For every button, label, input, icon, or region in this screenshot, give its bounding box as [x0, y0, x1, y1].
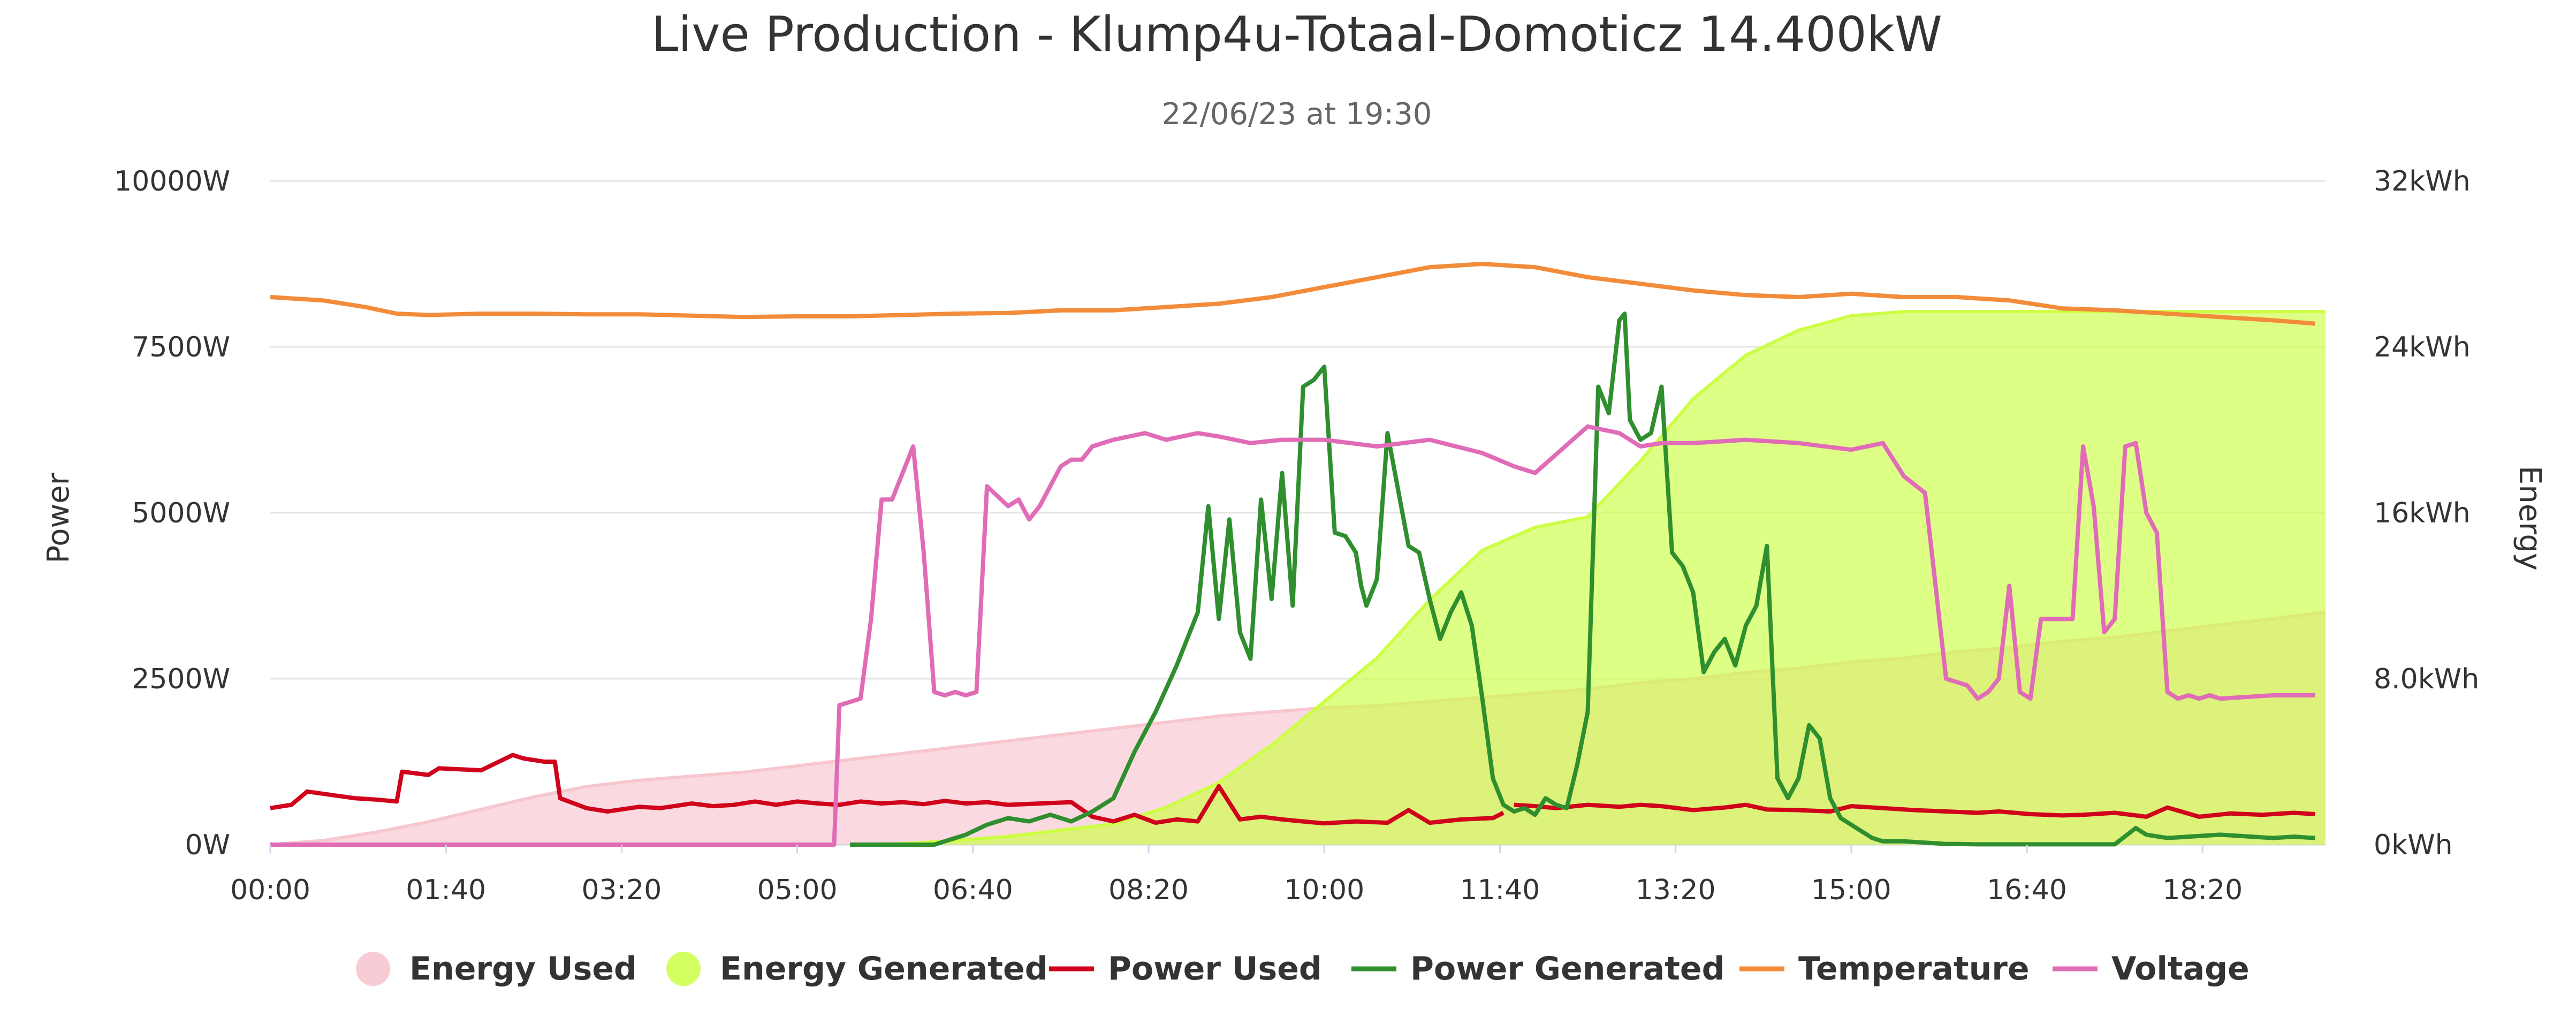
legend: Energy Used Energy Generated Power Used Pow… — [356, 950, 2250, 988]
temperature-line — [270, 262, 2315, 326]
x-tick-label: 11:40 — [1460, 874, 1540, 906]
legend-label: Energy Generated — [720, 950, 1048, 988]
x-axis: 00:00 01:40 03:20 05:00 06:40 08:20 10:00 11:40… — [230, 845, 2243, 906]
legend-item-temperature[interactable]: Temperature — [1739, 950, 2030, 988]
legend-item-energy-used[interactable]: Energy Used — [356, 950, 637, 988]
energy-generated-edge — [850, 310, 2326, 846]
legend-label: Power Generated — [1410, 950, 1725, 988]
legend-item-power-used[interactable]: Power Used — [1049, 950, 1322, 988]
legend-label: Power Used — [1108, 950, 1322, 988]
voltage-line — [270, 424, 2315, 847]
y-left-tick-label: 7500W — [132, 331, 230, 363]
y-left-tick-label: 0W — [185, 829, 231, 861]
energy-generated-area — [850, 312, 2326, 845]
power-used-line — [270, 753, 1504, 826]
y-right-tick-label: 24kWh — [2374, 331, 2471, 363]
x-tick-label: 15:00 — [1811, 874, 1891, 906]
power-generated-line — [850, 312, 2315, 847]
chart-title: Live Production - Klump4u-Totaal-Domotic… — [651, 6, 1942, 63]
y-left-tick-label: 10000W — [114, 165, 230, 198]
y-left-tick-label: 5000W — [132, 497, 230, 529]
legend-item-energy-generated[interactable]: Energy Generated — [666, 950, 1048, 988]
y-right-tick-label: 16kWh — [2374, 497, 2471, 529]
line-series — [270, 262, 2315, 847]
x-tick-label: 08:20 — [1108, 874, 1189, 906]
chart-subtitle: 22/06/23 at 19:30 — [1162, 97, 1432, 132]
x-tick-label: 03:20 — [581, 874, 662, 906]
y-axis-right: 0kWh 8.0kWh 16kWh 24kWh 32kWh — [2374, 165, 2479, 861]
x-tick-label: 05:00 — [757, 874, 838, 906]
y-axis-right-title: Energy — [2512, 466, 2547, 571]
x-tick-label: 16:40 — [1987, 874, 2067, 906]
y-right-tick-label: 8.0kWh — [2374, 663, 2479, 695]
y-left-tick-label: 2500W — [132, 663, 230, 695]
x-tick-label: 06:40 — [933, 874, 1013, 906]
x-tick-label: 01:40 — [406, 874, 486, 906]
x-tick-label: 10:00 — [1284, 874, 1364, 906]
legend-marker — [666, 952, 701, 986]
y-right-tick-label: 0kWh — [2374, 829, 2453, 861]
legend-marker — [356, 952, 390, 986]
y-axis-left-title: Power — [41, 472, 76, 563]
y-right-tick-label: 32kWh — [2374, 165, 2471, 198]
legend-label: Voltage — [2111, 950, 2250, 988]
x-tick-label: 13:20 — [1636, 874, 1716, 906]
legend-label: Energy Used — [409, 950, 637, 988]
x-tick-label: 18:20 — [2162, 874, 2243, 906]
legend-label: Temperature — [1798, 950, 2030, 988]
y-axis-left: 0W 2500W 5000W 7500W 10000W — [114, 165, 230, 861]
power-used-line-segment — [1514, 802, 2315, 819]
legend-item-voltage[interactable]: Voltage — [2053, 950, 2250, 988]
legend-item-power-generated[interactable]: Power Generated — [1351, 950, 1725, 988]
area-series — [270, 310, 2326, 846]
x-tick-label: 00:00 — [230, 874, 310, 906]
